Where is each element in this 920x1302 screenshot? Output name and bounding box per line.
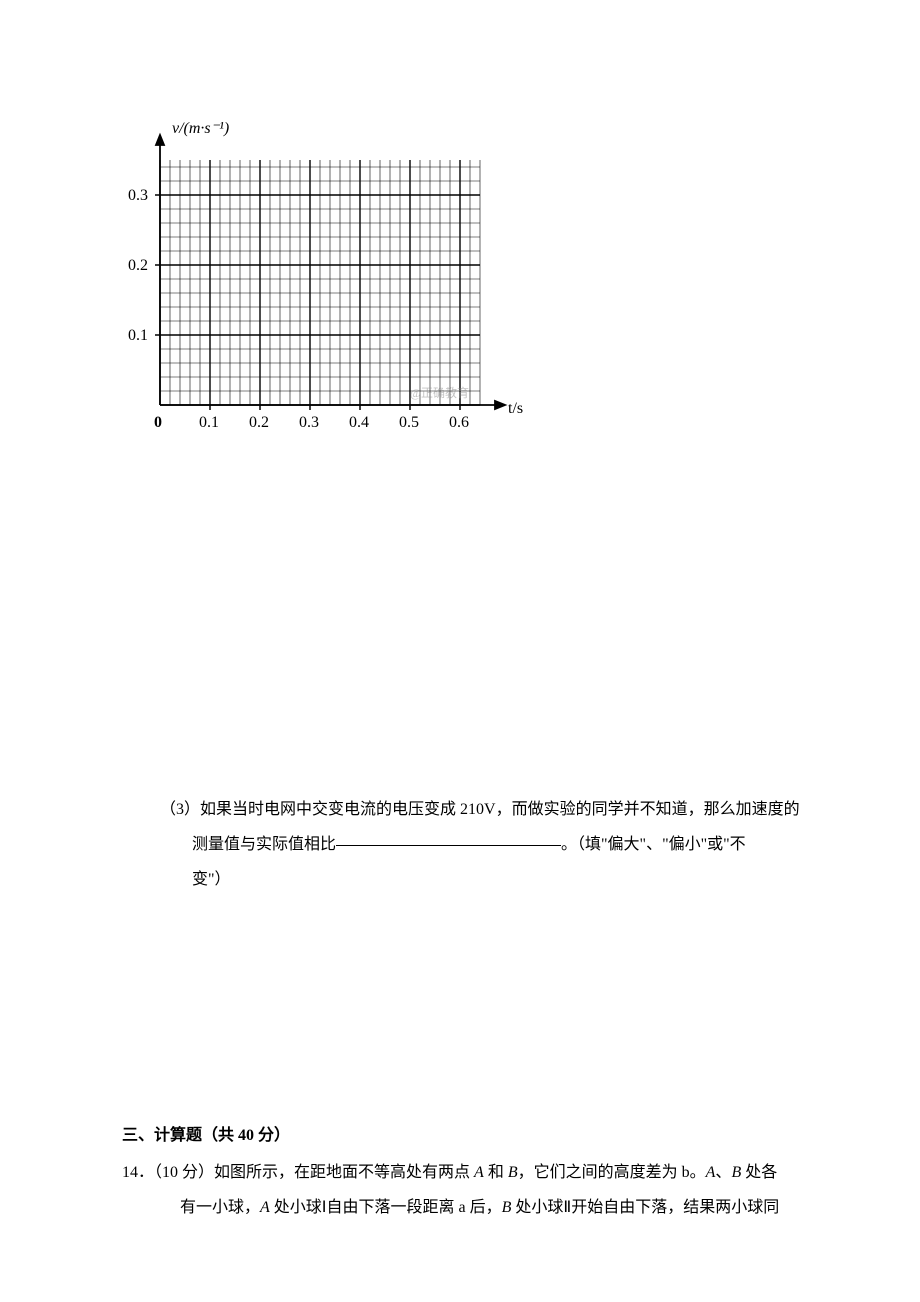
xtick-1: 0.1: [199, 414, 219, 431]
xtick-6: 0.6: [449, 414, 469, 431]
q14-t1d: 、: [715, 1164, 731, 1181]
q14-t2a: 有一小球，: [180, 1199, 260, 1216]
ytick-2: 0.3: [128, 187, 148, 204]
q14-t2b: 处小球Ⅰ自由下落一段距离 a 后，: [270, 1199, 502, 1216]
question-14: 14．（10 分）如图所示，在距地面不等高处有两点 A 和 B，它们之间的高度差…: [122, 1155, 822, 1225]
q14-B1: B: [508, 1164, 518, 1181]
q3-label: （3）: [160, 801, 200, 818]
xtick-0: 0: [154, 414, 162, 431]
q14-t1b: 和: [484, 1164, 508, 1181]
q14-t1a: 如图所示，在距地面不等高处有两点: [214, 1164, 474, 1181]
chart-svg: v/(m·s⁻¹) t/s 0.1 0.2 0.3 0 0.1 0.2 0.3 …: [110, 105, 540, 445]
xtick-5: 0.5: [399, 414, 419, 431]
xtick-3: 0.3: [299, 414, 319, 431]
ytick-1: 0.2: [128, 257, 148, 274]
q3-text-2b: 。（填"偏大"、"偏小"或"不: [561, 836, 746, 853]
q3-text-1: 如果当时电网中交变电流的电压变成 210V，而做实验的同学并不知道，那么加速度的: [200, 801, 800, 818]
xtick-4: 0.4: [349, 414, 369, 431]
ytick-0: 0.1: [128, 327, 148, 344]
xtick-2: 0.2: [249, 414, 269, 431]
chart-grid: [155, 135, 505, 410]
y-axis-label: v/(m·s⁻¹): [172, 120, 229, 137]
q14-t2c: 处小球Ⅱ开始自由下落，结果两小球同: [511, 1199, 779, 1216]
q14-num: 14．: [122, 1164, 154, 1181]
section-heading: 三、计算题（共 40 分）: [122, 1118, 290, 1153]
q3-text-3: 变"）: [192, 871, 231, 888]
q14-A3: A: [260, 1199, 270, 1216]
question-3: （3）如果当时电网中交变电流的电压变成 210V，而做实验的同学并不知道，那么加…: [160, 792, 820, 898]
q14-B3: B: [502, 1199, 512, 1216]
q14-B2: B: [731, 1164, 741, 1181]
q3-text-2a: 测量值与实际值相比: [192, 836, 336, 853]
q14-A1: A: [474, 1164, 484, 1181]
q14-A2: A: [706, 1164, 716, 1181]
velocity-time-chart: v/(m·s⁻¹) t/s 0.1 0.2 0.3 0 0.1 0.2 0.3 …: [110, 105, 540, 458]
x-axis-label: t/s: [508, 400, 523, 417]
q14-points: （10 分）: [154, 1164, 214, 1181]
q14-t1e: 处各: [741, 1164, 777, 1181]
q14-t1c: ，它们之间的高度差为 b。: [518, 1164, 706, 1181]
q3-blank: [336, 830, 561, 846]
chart-watermark: @正确教育: [410, 385, 469, 400]
